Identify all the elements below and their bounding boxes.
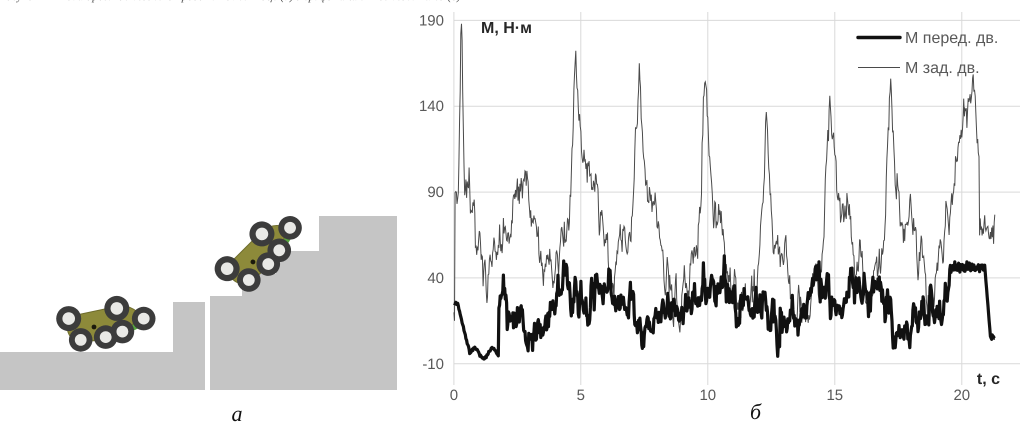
svg-text:140: 140 [419, 98, 444, 115]
svg-text:20: 20 [953, 387, 970, 404]
svg-text:90: 90 [427, 184, 444, 201]
svg-text:t, c: t, c [977, 371, 1000, 388]
svg-text:190: 190 [419, 12, 444, 29]
svg-text:M зад. дв.: M зад. дв. [905, 60, 980, 77]
svg-text:M, Н·м: M, Н·м [481, 20, 532, 37]
svg-text:40: 40 [427, 270, 444, 287]
svg-text:10: 10 [699, 387, 716, 404]
svg-text:15: 15 [826, 387, 843, 404]
svg-text:-10: -10 [422, 356, 444, 373]
svg-text:5: 5 [577, 387, 585, 404]
svg-text:0: 0 [450, 387, 458, 404]
svg-text:M перед. дв.: M перед. дв. [905, 30, 998, 47]
